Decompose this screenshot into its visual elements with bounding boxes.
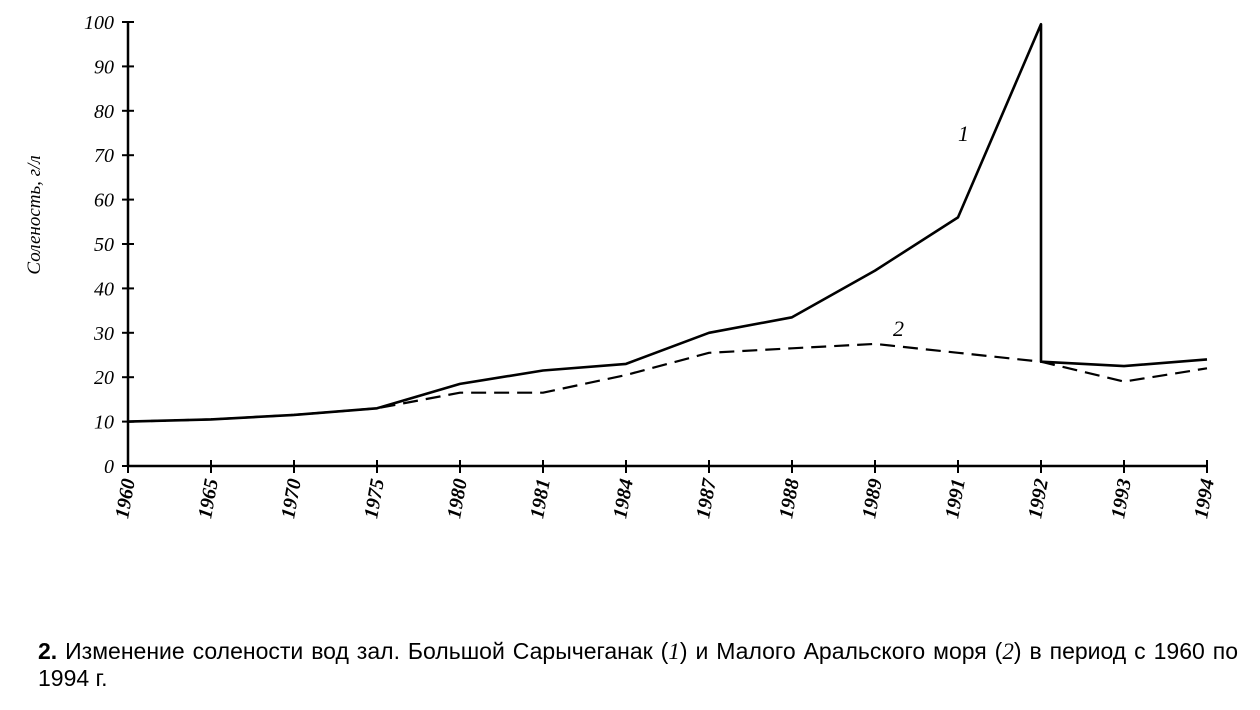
y-axis-ticks: 0 10 20 30 40 50 60 70 80 90 100 bbox=[84, 12, 134, 478]
y-tick-label: 50 bbox=[94, 234, 114, 256]
series-2-line bbox=[127, 342, 1208, 423]
figure-caption: 2. Изменение солености вод зал. Большой … bbox=[38, 638, 1238, 691]
series-2-label: 2 bbox=[893, 316, 904, 341]
x-tick-label: 1992 bbox=[1024, 477, 1053, 520]
x-tick-label: 1975 bbox=[360, 477, 389, 520]
chart-axes bbox=[126, 22, 1207, 468]
x-tick-label: 1989 bbox=[858, 477, 887, 520]
y-tick-label: 80 bbox=[94, 101, 114, 123]
x-tick-label: 1980 bbox=[443, 477, 472, 520]
x-tick-label: 1970 bbox=[277, 477, 306, 520]
y-tick-label: 20 bbox=[94, 367, 114, 389]
caption-ref-1: 1 bbox=[668, 639, 680, 664]
y-tick-label: 90 bbox=[94, 56, 114, 78]
y-tick-label: 10 bbox=[94, 412, 114, 434]
x-tick-label: 1984 bbox=[609, 477, 638, 520]
x-axis-ticks: 1960 1965 1970 1975 1980 1981 1984 1987 1988 1989… bbox=[111, 460, 1219, 520]
x-tick-label: 1988 bbox=[775, 477, 804, 520]
x-tick-label: 1987 bbox=[692, 476, 721, 520]
caption-number: 2. bbox=[38, 638, 58, 664]
x-tick-label: 1981 bbox=[526, 477, 555, 520]
x-tick-label: 1994 bbox=[1190, 477, 1219, 520]
x-tick-label: 1991 bbox=[941, 477, 970, 520]
x-tick-label: 1965 bbox=[194, 477, 223, 520]
y-tick-label: 60 bbox=[94, 190, 114, 212]
y-tick-label: 100 bbox=[84, 12, 114, 34]
caption-ref-2: 2 bbox=[1002, 639, 1014, 664]
chart-series bbox=[127, 22, 1208, 423]
y-tick-label: 70 bbox=[94, 145, 114, 167]
caption-text-1: Изменение солености вод зал. Большой Сар… bbox=[57, 638, 669, 664]
series-1-label: 1 bbox=[958, 121, 969, 146]
y-tick-label: 40 bbox=[94, 278, 114, 300]
x-tick-label: 1960 bbox=[111, 477, 140, 520]
x-tick-label: 1993 bbox=[1107, 477, 1136, 520]
y-axis-label: Соленость, г/л bbox=[24, 155, 45, 274]
caption-text-2: ) и Малого Аральского моря ( bbox=[679, 638, 1003, 664]
y-tick-label: 0 bbox=[104, 456, 114, 478]
caption-text-3: ) в период с 1960 по 1994 г. bbox=[38, 638, 1238, 691]
y-tick-label: 30 bbox=[93, 323, 114, 345]
